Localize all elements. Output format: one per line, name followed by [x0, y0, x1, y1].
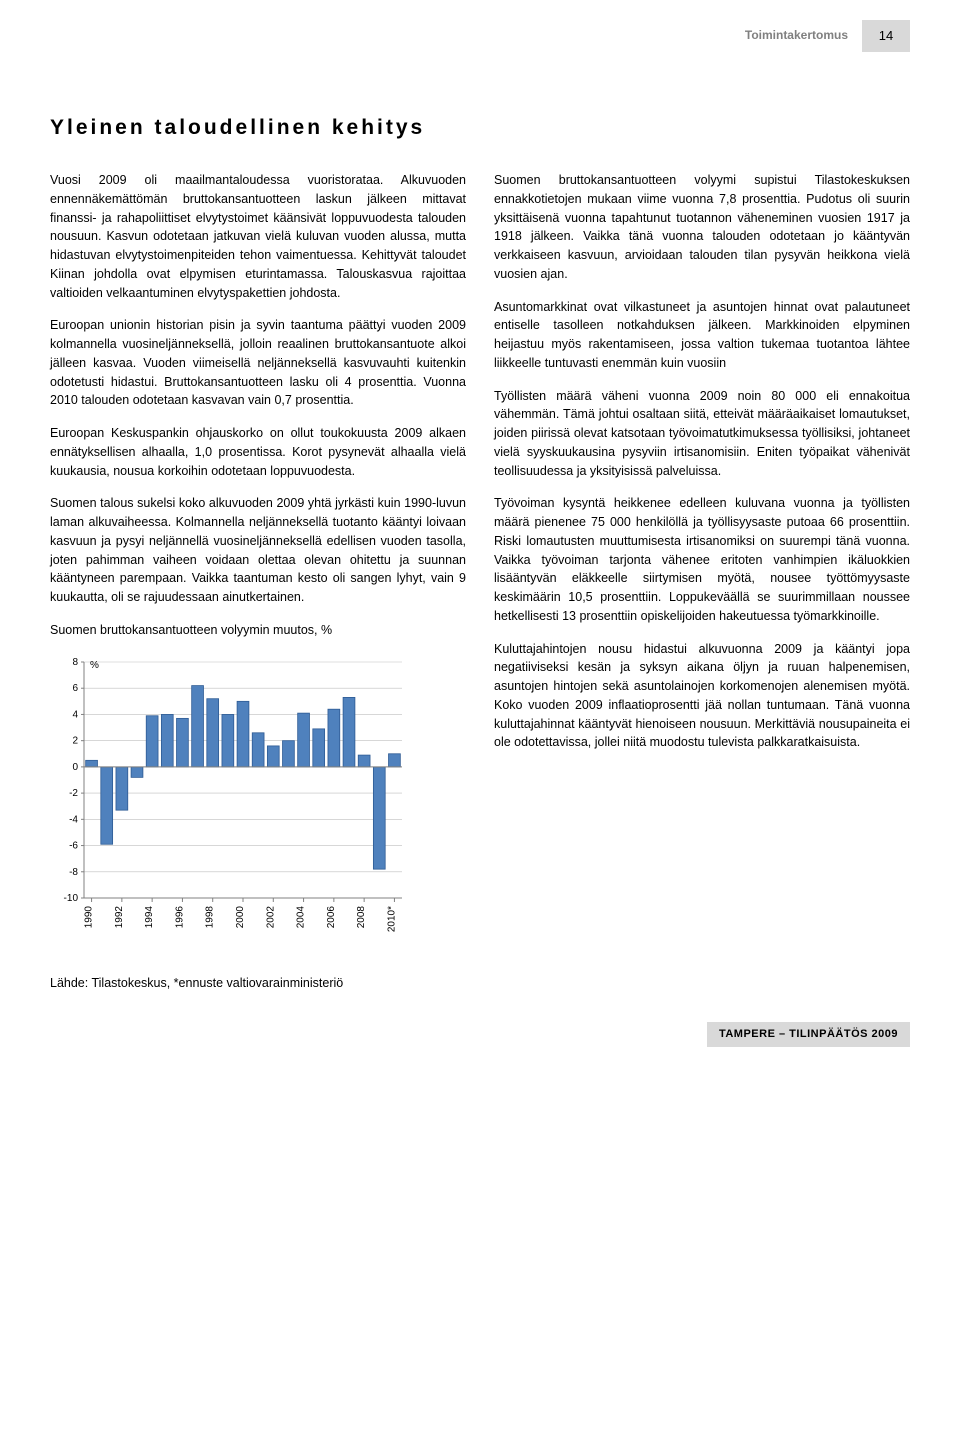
paragraph: Työllisten määrä väheni vuonna 2009 noin…	[494, 387, 910, 481]
footer-tag: TAMPERE – TILINPÄÄTÖS 2009	[707, 1022, 910, 1047]
svg-text:6: 6	[72, 683, 78, 694]
svg-text:-4: -4	[69, 814, 78, 825]
svg-text:1990: 1990	[84, 905, 95, 928]
paragraph: Vuosi 2009 oli maailmantaloudessa vuoris…	[50, 171, 466, 302]
svg-text:2002: 2002	[265, 905, 276, 928]
paragraph: Suomen talous sukelsi koko alkuvuoden 20…	[50, 494, 466, 607]
svg-text:8: 8	[72, 657, 78, 668]
svg-text:2010*: 2010*	[386, 905, 397, 931]
svg-text:-10: -10	[64, 893, 79, 904]
svg-text:-2: -2	[69, 788, 78, 799]
page: Toimintakertomus 14 Yleinen taloudelline…	[0, 0, 960, 1077]
svg-text:4: 4	[72, 709, 78, 720]
page-title: Yleinen taloudellinen kehitys	[50, 112, 910, 144]
paragraph: Asuntomarkkinat ovat vilkastuneet ja asu…	[494, 298, 910, 373]
paragraph: Työvoiman kysyntä heikkenee edelleen kul…	[494, 494, 910, 625]
svg-text:2006: 2006	[326, 905, 337, 928]
paragraph: Euroopan Keskuspankin ohjauskorko on oll…	[50, 424, 466, 480]
paragraph: Euroopan unionin historian pisin ja syvi…	[50, 316, 466, 410]
chart-svg: 8 6 4 2 0 -2 -4 -6 -8 -10% 1990 1992 1994 1996 1998 200…	[50, 654, 410, 954]
paragraph: Kuluttajahintojen nousu hidastui alkuvuo…	[494, 640, 910, 753]
svg-text:2: 2	[72, 735, 78, 746]
svg-text:1994: 1994	[144, 905, 155, 928]
header-section-label: Toimintakertomus	[745, 20, 862, 52]
gdp-bar-chart: 8 6 4 2 0 -2 -4 -6 -8 -10% 1990 1992 1994 1996 1998 200…	[50, 654, 466, 954]
left-column: Vuosi 2009 oli maailmantaloudessa vuoris…	[50, 171, 466, 954]
page-footer: TAMPERE – TILINPÄÄTÖS 2009	[50, 1022, 910, 1047]
svg-text:1992: 1992	[114, 905, 125, 928]
chart-source: Lähde: Tilastokeskus, *ennuste valtiovar…	[50, 974, 910, 993]
chart-title: Suomen bruttokansantuotteen volyymin muu…	[50, 621, 466, 640]
header-page-number: 14	[862, 20, 910, 52]
svg-text:1998: 1998	[205, 905, 216, 928]
svg-text:0: 0	[72, 761, 78, 772]
svg-text:2004: 2004	[296, 905, 307, 928]
svg-text:%: %	[90, 660, 99, 671]
svg-text:2008: 2008	[356, 905, 367, 928]
right-column: Suomen bruttokansantuotteen volyymi supi…	[494, 171, 910, 954]
svg-text:-8: -8	[69, 866, 78, 877]
paragraph: Suomen bruttokansantuotteen volyymi supi…	[494, 171, 910, 284]
svg-text:-6: -6	[69, 840, 78, 851]
svg-text:2000: 2000	[235, 905, 246, 928]
page-header: Toimintakertomus 14	[50, 20, 910, 52]
two-column-layout: Vuosi 2009 oli maailmantaloudessa vuoris…	[50, 171, 910, 954]
svg-text:1996: 1996	[174, 905, 185, 928]
